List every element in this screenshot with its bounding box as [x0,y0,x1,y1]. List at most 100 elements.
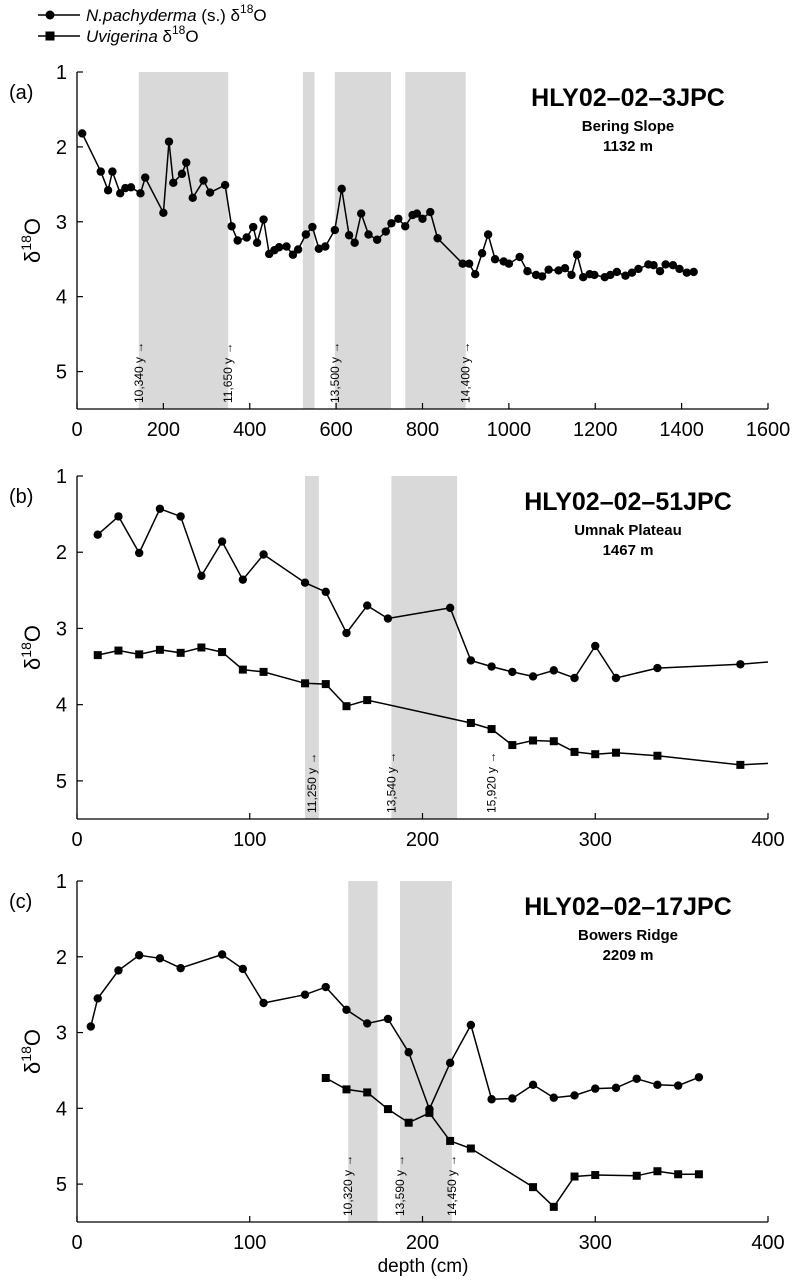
data-point-1-5 [197,643,206,652]
data-point-0-4 [155,954,165,963]
data-point-0-62 [544,265,553,274]
data-point-1-0 [321,1074,330,1083]
series-line-0 [97,507,769,679]
data-point-0-11 [342,628,351,638]
data-point-0-81 [675,264,684,274]
y-tick-label-0: 1 [56,871,67,893]
x-tick-label-0: 0 [71,1232,82,1254]
age-marker-1: 13,590 y → [393,1155,407,1216]
data-point-0-17 [508,667,517,677]
x-tick-label-3: 300 [579,829,612,851]
data-point-0-0 [93,530,102,539]
data-point-1-17 [549,737,558,746]
data-point-1-12 [632,1171,641,1180]
x-tick-label-6: 1200 [573,419,618,441]
data-point-0-42 [387,219,396,228]
data-point-1-1 [114,646,123,655]
data-point-1-8 [259,667,268,676]
data-point-0-13 [383,614,393,623]
data-point-0-24 [736,660,745,669]
data-point-0-7 [238,964,248,974]
data-point-0-21 [549,1093,558,1102]
data-point-0-16 [445,1058,455,1068]
data-point-0-19 [508,1094,517,1103]
data-point-0-26 [653,1080,662,1090]
data-point-1-9 [301,679,310,688]
y-axis-label: δ18O [18,1029,45,1074]
data-point-1-1 [342,1085,351,1094]
y-tick-label-0: 1 [56,466,67,488]
data-point-0-69 [590,270,599,280]
x-tick-label-4: 800 [406,419,439,441]
shaded-interval-0 [305,476,319,819]
data-point-0-27 [673,1081,683,1090]
data-point-0-61 [537,272,547,281]
data-point-0-18 [528,672,538,681]
data-point-0-19 [233,236,242,245]
data-point-0-8 [141,173,150,182]
data-point-0-3 [134,951,144,960]
data-point-0-16 [205,188,215,197]
data-point-1-8 [529,1183,538,1192]
data-point-0-44 [401,222,410,231]
panel-b: 0 100 200 300 400 1 2 3 4 5 δ18O (b) HLY02–02–51JPC U… [9,466,785,851]
y-tick-label-3: 4 [56,287,67,309]
x-tick-label-0: 0 [71,419,82,441]
data-point-0-36 [344,231,354,240]
x-tick-label-1: 100 [233,829,266,851]
data-point-0-77 [649,261,658,270]
age-marker-1: 11,650 y → [221,343,235,403]
panel-letter: (c) [9,891,32,913]
data-point-0-23 [259,215,268,224]
data-point-0-15 [199,176,208,185]
x-tick-label-7: 1400 [659,419,704,441]
x-tick-label-2: 400 [233,419,266,441]
data-point-0-72 [612,267,622,277]
x-tick-label-8: 1600 [746,419,791,441]
data-point-1-3 [155,645,164,654]
data-point-0-38 [356,209,366,218]
data-point-0-19 [549,666,558,675]
data-point-1-4 [176,648,185,657]
data-point-0-15 [466,656,476,665]
series-line-0 [90,953,700,1112]
core-title: HLY02–02–3JPC [531,84,725,112]
data-point-1-11 [342,702,351,711]
data-point-0-20 [528,1080,538,1090]
site-name: Bering Slope [582,118,675,135]
data-point-1-5 [425,1108,434,1117]
y-tick-label-2: 3 [56,1023,67,1045]
data-point-0-11 [342,1005,351,1015]
data-point-1-2 [135,650,144,659]
data-point-0-50 [458,259,467,268]
data-point-0-16 [487,662,496,671]
data-point-0-7 [136,189,145,198]
shaded-interval-2 [334,72,391,409]
data-point-0-54 [483,230,493,239]
data-point-1-6 [446,1136,455,1145]
data-point-0-46 [412,209,422,218]
data-point-0-30 [301,230,311,239]
data-point-0-3 [155,504,165,513]
data-point-0-9 [300,990,310,999]
legend-entry-uvigerina: Uvigerina δ18O [38,23,199,46]
data-point-0-63 [554,266,563,275]
data-point-0-10 [321,587,330,597]
water-depth: 1467 m [603,542,654,559]
data-point-0-35 [337,184,346,194]
data-point-0-0 [86,1022,96,1031]
y-tick-label-2: 3 [56,618,67,640]
panel-letter: (a) [9,82,33,104]
data-point-1-11 [591,1171,600,1180]
x-tick-label-4: 400 [751,1232,784,1254]
data-point-0-3 [108,167,117,176]
data-point-0-22 [570,1091,579,1100]
data-point-1-14 [487,725,496,734]
y-tick-label-1: 2 [56,542,67,564]
legend: N.pachyderma (s.) δ18O Uvigerina δ18O [38,2,267,46]
data-point-0-28 [694,1073,704,1082]
data-point-0-17 [220,180,230,190]
data-point-0-5 [197,571,206,581]
x-tick-label-1: 200 [147,419,180,441]
